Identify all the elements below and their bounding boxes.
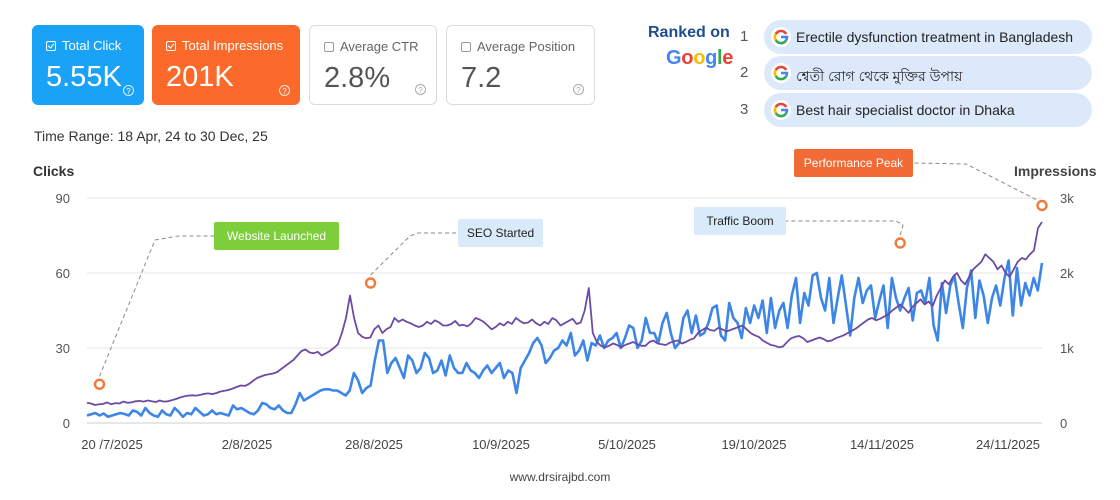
x-tick-label: 14/11/2025 (850, 437, 914, 452)
keyword-text: Erectile dysfunction treatment in Bangla… (796, 29, 1074, 45)
callout-traffic-boom: Traffic Boom (694, 207, 786, 235)
checkbox-unchecked-icon[interactable] (461, 41, 471, 52)
google-logo-letter: e (722, 47, 734, 69)
keyword-pill[interactable]: Erectile dysfunction treatment in Bangla… (764, 20, 1092, 54)
time-range-text: Time Range: 18 Apr, 24 to 30 Dec, 25 (34, 128, 268, 144)
ranked-on-title: Ranked on (648, 24, 730, 41)
x-tick-label: 2/8/2025 (222, 437, 273, 452)
callout-website-launched: Website Launched (214, 222, 339, 250)
average-ctr-card[interactable]: Average CTR 2.8% ? (309, 25, 437, 105)
average-position-value: 7.2 (461, 62, 502, 94)
google-logo-letter: G (666, 47, 682, 69)
y-right-tick-label: 3k (1060, 191, 1074, 206)
milestone-marker (364, 277, 377, 289)
total-impressions-card[interactable]: Total Impressions 201K ? (152, 25, 300, 105)
callout-performance-peak: Performance Peak (794, 149, 913, 177)
y-right-tick-label: 1k (1060, 341, 1074, 356)
checkbox-checked-icon[interactable] (166, 40, 176, 51)
x-tick-label: 5/10/2025 (598, 437, 656, 452)
average-ctr-value: 2.8% (324, 62, 391, 94)
total-impressions-label-row: Total Impressions (166, 38, 283, 53)
total-impressions-label: Total Impressions (182, 38, 284, 53)
google-g-icon (771, 63, 791, 83)
help-icon[interactable]: ? (573, 84, 584, 95)
keyword-text: Best hair specialist doctor in Dhaka (796, 102, 1015, 118)
y-left-tick-label: 60 (56, 266, 70, 281)
checkbox-checked-icon[interactable] (46, 40, 56, 51)
y-left-tick-label: 0 (63, 416, 70, 431)
average-position-label: Average Position (477, 39, 576, 54)
google-g-icon (771, 100, 791, 120)
total-click-value: 5.55K (46, 61, 122, 93)
x-tick-label: 19/10/2025 (721, 437, 786, 452)
y-left-axis-title: Clicks (33, 163, 74, 179)
google-logo-letter: g (705, 47, 718, 69)
average-position-label-row: Average Position (461, 39, 575, 54)
total-click-card[interactable]: Total Click 5.55K ? (32, 25, 144, 105)
keyword-rank: 2 (740, 64, 749, 81)
total-click-label: Total Click (62, 38, 122, 53)
footer-url: www.drsirajbd.com (509, 470, 611, 484)
impressions-series-line (86, 221, 1043, 406)
y-left-tick-label: 30 (56, 341, 70, 356)
y-right-tick-label: 2k (1060, 266, 1074, 281)
y-left-tick-label: 90 (56, 191, 70, 206)
milestone-marker (894, 237, 906, 249)
callout-connector (370, 232, 458, 276)
y-right-axis-title: Impressions (1014, 163, 1097, 179)
help-icon[interactable]: ? (123, 85, 134, 96)
total-impressions-value: 201K (166, 61, 234, 93)
callout-connector (912, 162, 1037, 200)
keyword-rank: 1 (740, 28, 749, 45)
keyword-rank: 3 (740, 101, 749, 118)
milestone-marker (1036, 199, 1048, 212)
google-g-icon (771, 27, 791, 47)
average-position-card[interactable]: Average Position 7.2 ? (446, 25, 595, 105)
callout-connector (99, 235, 214, 377)
x-tick-label: 24/11/2025 (976, 437, 1040, 452)
google-logo-letter: o (681, 47, 694, 69)
callout-seo-started: SEO Started (458, 219, 543, 247)
keyword-pill[interactable]: শ্বেতী রোগ থেকে মুক্তির উপায় (764, 56, 1092, 90)
help-icon[interactable]: ? (415, 84, 426, 95)
google-logo: Google (666, 47, 733, 70)
help-icon[interactable]: ? (279, 85, 290, 96)
average-ctr-label: Average CTR (340, 39, 419, 54)
y-right-tick-label: 0 (1060, 416, 1067, 431)
clicks-series-line (86, 259, 1044, 419)
keyword-text: শ্বেতী রোগ থেকে মুক্তির উপায় (796, 68, 963, 84)
x-tick-label: 28/8/2025 (345, 437, 403, 452)
google-logo-letter: o (693, 47, 706, 69)
google-logo-letter: l (717, 47, 723, 69)
total-click-label-row: Total Click (46, 38, 121, 53)
milestone-marker (93, 378, 106, 390)
checkbox-unchecked-icon[interactable] (324, 41, 334, 52)
x-tick-label: 20 /7/2025 (81, 437, 142, 452)
callout-connector (786, 220, 904, 236)
average-ctr-label-row: Average CTR (324, 39, 419, 54)
keyword-pill[interactable]: Best hair specialist doctor in Dhaka (764, 93, 1092, 127)
clicks-impressions-chart: 0 0 30 1k 60 2k 90 3k Clicks Impressions 20 /7/202… (33, 162, 1097, 452)
x-tick-label: 10/9/2025 (472, 437, 530, 452)
